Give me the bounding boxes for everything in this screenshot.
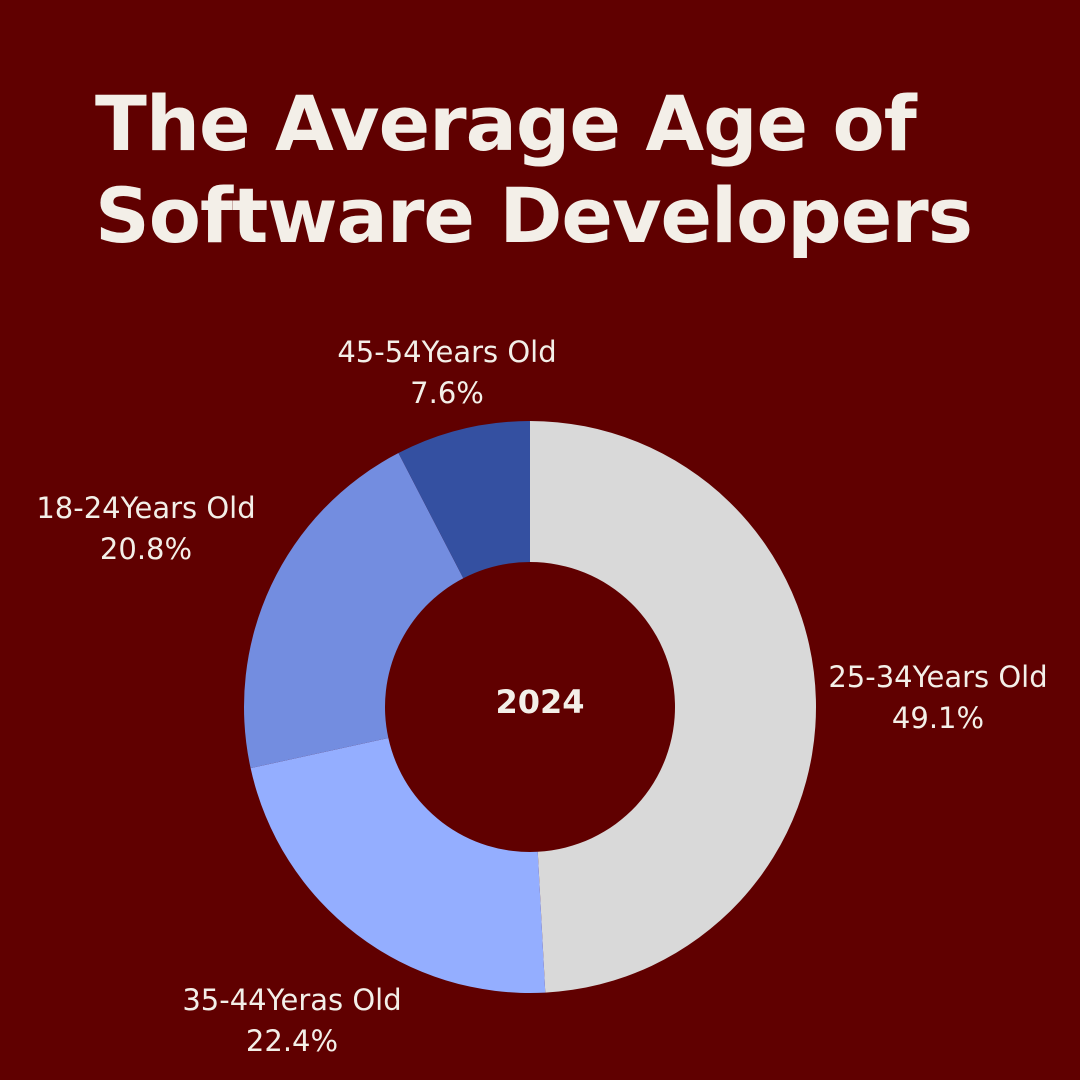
slice-value-label: 20.8% xyxy=(100,532,192,566)
slice-category-label: 18-24Years Old xyxy=(36,491,255,525)
slice-category-label: 25-34Years Old xyxy=(828,660,1047,694)
slice-category-label: 45-54Years Old xyxy=(337,335,556,369)
donut-slice-45-54 xyxy=(398,421,530,579)
slice-value-label: 22.4% xyxy=(246,1024,338,1058)
slice-value-label: 7.6% xyxy=(410,376,484,410)
slice-value-label: 49.1% xyxy=(892,701,984,735)
donut-slice-35-44 xyxy=(250,737,546,993)
donut-slice-25-34 xyxy=(530,421,816,993)
slice-category-label: 35-44Yeras Old xyxy=(182,983,401,1017)
chart-title: The Average Age of Software Developers xyxy=(95,79,973,260)
center-label: 2024 xyxy=(495,683,584,721)
donut-slice-18-24 xyxy=(244,453,464,769)
